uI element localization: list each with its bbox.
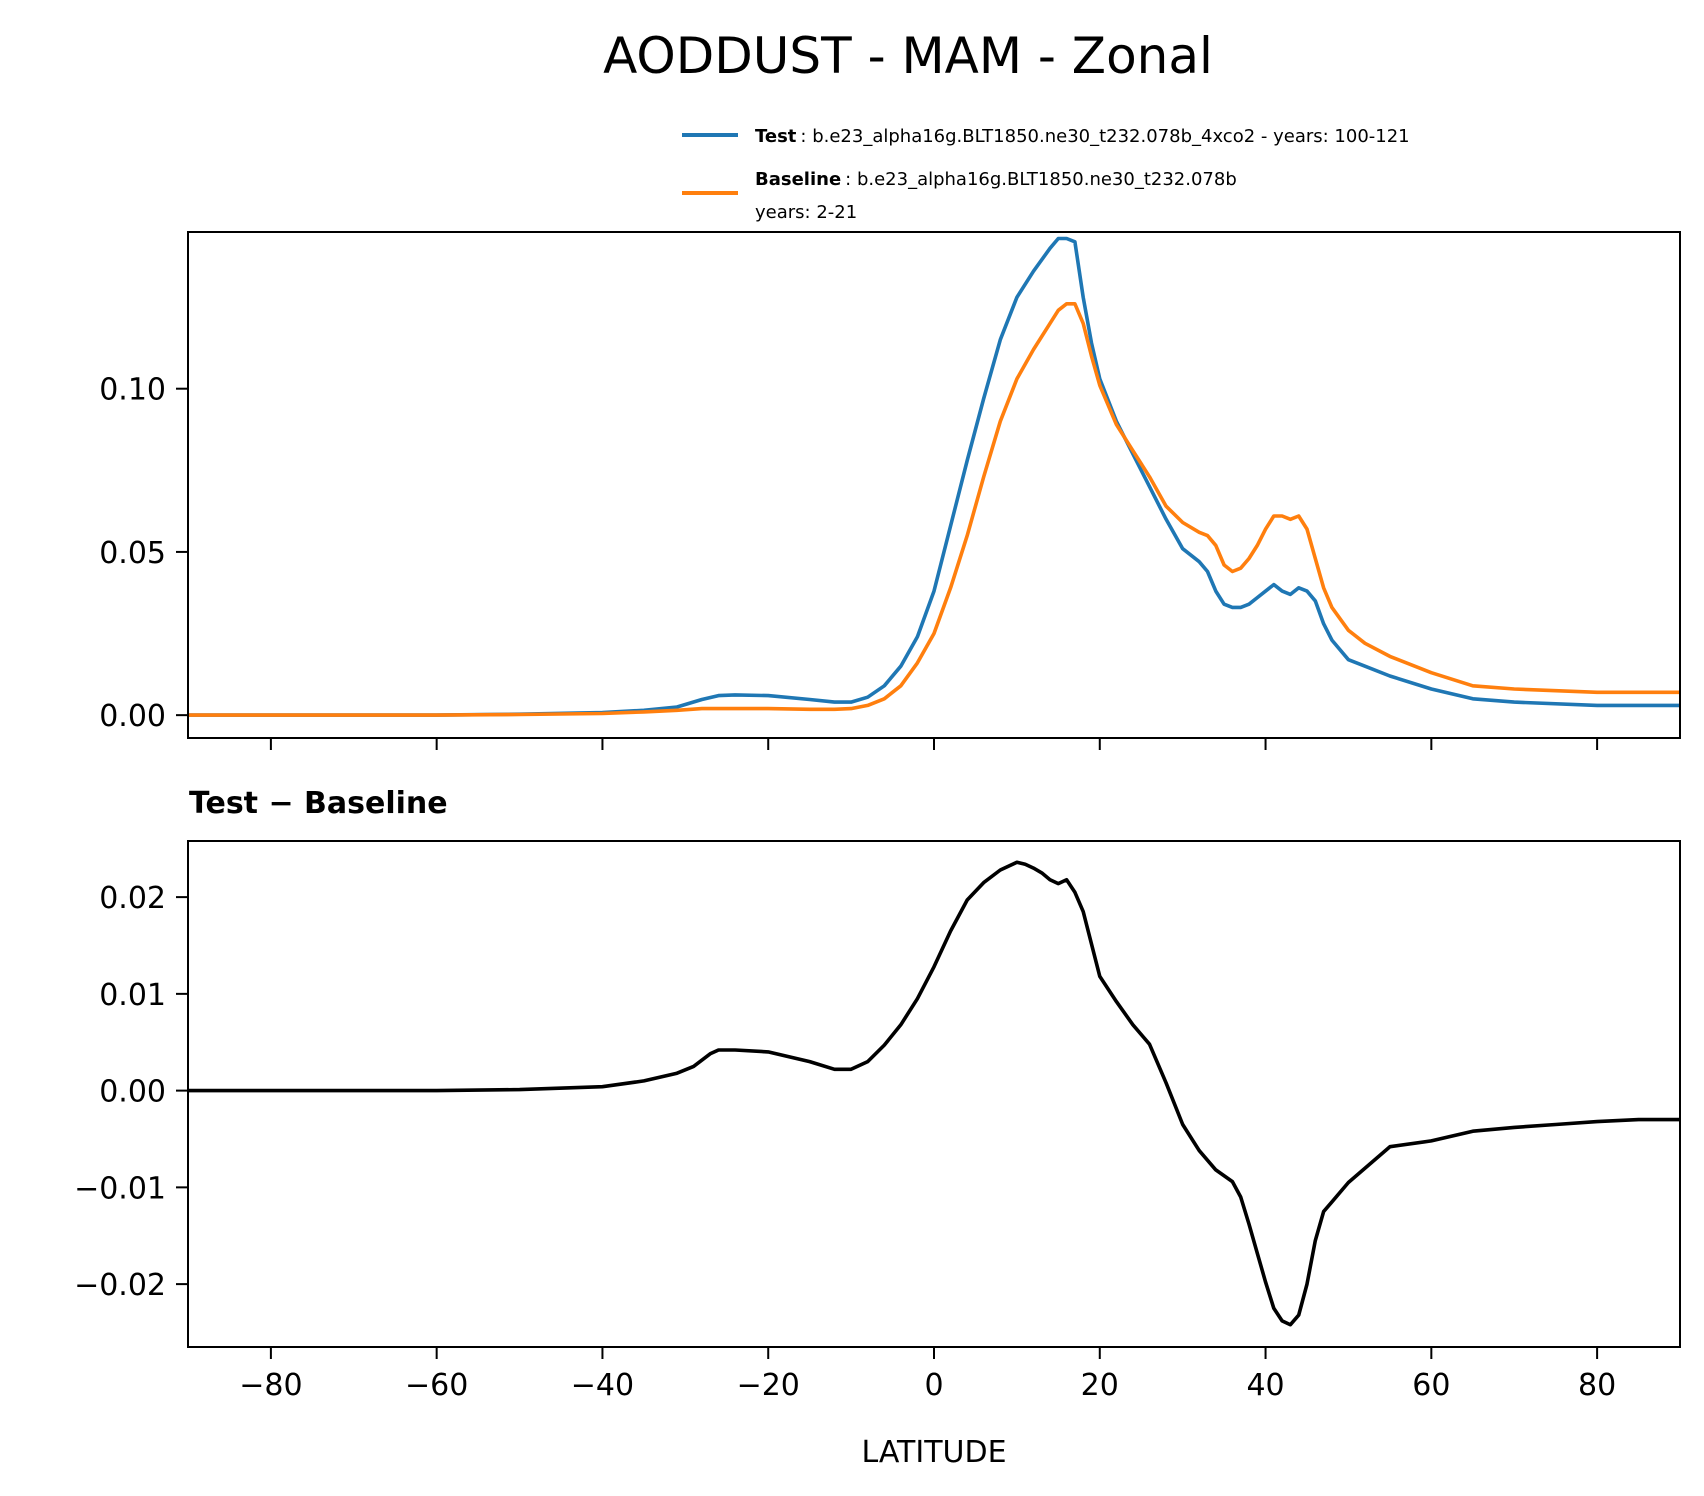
bottom-y-tick-label-2: 0.00 (99, 1075, 166, 1110)
top-y-tick-label-2: 0.10 (99, 373, 166, 408)
x-tick-label-6: 40 (1246, 1368, 1284, 1403)
legend-test-desc: : b.e23_alpha16g.BLT1850.ne30_t232.078b_… (800, 126, 1409, 147)
x-tick-label-4: 0 (924, 1368, 943, 1403)
top-series-line-0 (188, 236, 1680, 717)
top-series-line-1 (188, 302, 1680, 717)
x-tick-label-5: 20 (1081, 1368, 1119, 1403)
x-tick-label-7: 60 (1412, 1368, 1450, 1403)
top-y-tick-label-0: 0.00 (99, 699, 166, 734)
legend-baseline-desc: : b.e23_alpha16g.BLT1850.ne30_t232.078b (845, 169, 1237, 190)
svg-text:Test: b.e23_alpha16g.BLT1850.n: Test: b.e23_alpha16g.BLT1850.ne30_t232.0… (755, 126, 1410, 147)
legend-test-name: Test (755, 126, 797, 147)
legend-baseline-name: Baseline (755, 169, 841, 190)
bottom-y-tick-label-3: 0.01 (99, 978, 166, 1013)
x-tick-label-1: −60 (405, 1368, 468, 1403)
x-tick-label-8: 80 (1578, 1368, 1616, 1403)
x-axis-label: LATITUDE (861, 1435, 1006, 1470)
x-tick-label-3: −20 (737, 1368, 800, 1403)
zonal-mean-panel: 0.00 0.05 0.10 (99, 231, 1681, 750)
difference-panel: −80 −60 −40 −20 0 20 40 60 80 −0.02 −0.01 0.00 0.01… (74, 840, 1681, 1403)
figure-title: AODDUST - MAM - Zonal (603, 27, 1213, 85)
legend: Test: b.e23_alpha16g.BLT1850.ne30_t232.0… (682, 126, 1410, 223)
top-y-tick-label-1: 0.05 (99, 536, 166, 571)
bottom-y-tick-label-0: −0.02 (74, 1268, 166, 1303)
bottom-y-tick-label-4: 0.02 (99, 881, 166, 916)
x-tick-label-0: −80 (239, 1368, 302, 1403)
bottom-y-tick-label-1: −0.01 (74, 1171, 166, 1206)
x-tick-label-2: −40 (571, 1368, 634, 1403)
bottom-series-line-0 (188, 860, 1680, 1327)
svg-text:Baseline: b.e23_alpha16g.BLT18: Baseline: b.e23_alpha16g.BLT1850.ne30_t2… (755, 169, 1237, 190)
legend-baseline-years: years: 2-21 (755, 202, 857, 223)
difference-panel-title: Test − Baseline (189, 786, 448, 821)
